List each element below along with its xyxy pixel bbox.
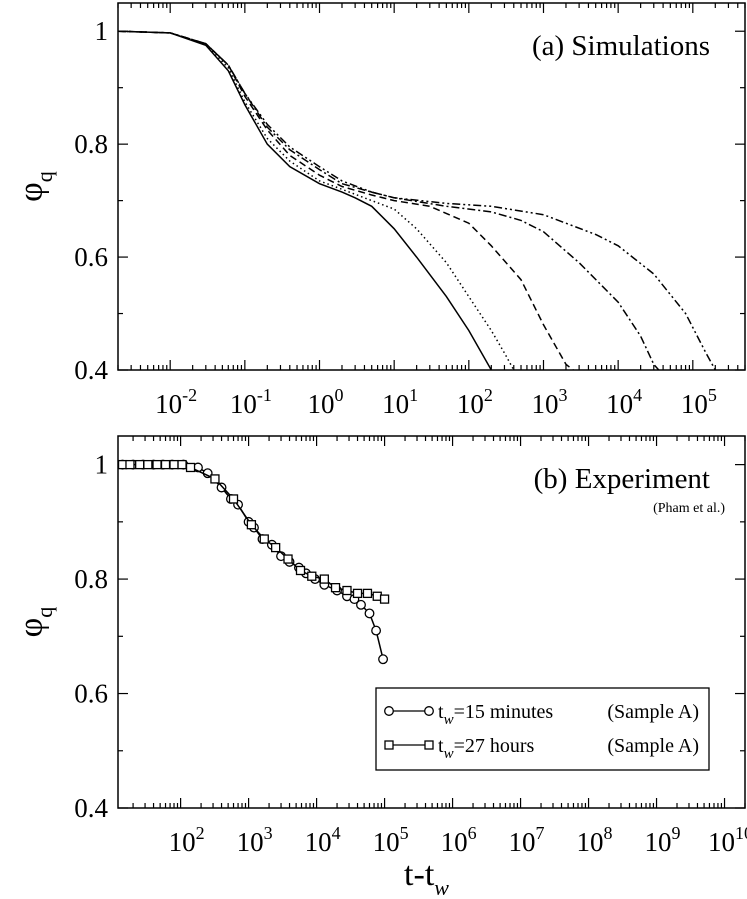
panel-annotation: (b) Experiment	[534, 463, 710, 495]
x-tick-label: 102	[169, 823, 205, 857]
data-point-square	[307, 571, 317, 581]
data-point-square	[259, 534, 269, 544]
y-tick-label: 1	[95, 450, 109, 480]
panel-annotation-source: (Pham et al.)	[653, 501, 725, 516]
x-tick-label: 105	[681, 385, 717, 419]
x-tick-label: 10-2	[155, 385, 197, 419]
data-point-square	[330, 583, 341, 593]
legend-marker-square	[424, 740, 434, 750]
x-tick-label: 108	[577, 823, 613, 857]
x-tick-label: 109	[645, 823, 681, 857]
data-point-square	[352, 588, 363, 599]
plot-area	[118, 459, 390, 665]
y-tick-label: 0.6	[74, 679, 108, 709]
data-point-square	[152, 459, 162, 470]
data-point-square	[271, 542, 281, 553]
legend-sample-label: (Sample A)	[607, 701, 699, 723]
legend-label: tw=15 minutes	[438, 701, 553, 728]
data-point-square	[125, 459, 135, 470]
data-point-square	[143, 459, 153, 470]
y-tick-label: 0.4	[74, 793, 108, 823]
data-point-circle	[378, 654, 389, 665]
data-point-square	[228, 494, 239, 504]
data-point-square	[342, 585, 352, 596]
x-tick-label: 102	[457, 385, 493, 419]
data-point-square	[362, 588, 373, 599]
legend-marker-square	[384, 740, 394, 750]
data-point-square	[295, 565, 306, 576]
series-line-1	[118, 30, 492, 370]
data-point-square	[379, 594, 390, 604]
x-tick-label: 105	[373, 823, 409, 857]
y-axis-title: φq	[13, 607, 57, 638]
data-point-square	[160, 459, 171, 470]
legend-marker-circle	[384, 706, 394, 716]
y-tick-label: 1	[95, 16, 109, 46]
x-tick-label: 104	[305, 823, 341, 857]
panel-annotation: (a) Simulations	[532, 30, 710, 62]
series-line-3	[118, 30, 574, 370]
data-point-square	[185, 462, 196, 473]
data-point-square	[283, 554, 293, 564]
panel-a-simulations: 0.4 0.6 0.8 1 10-2 10-1 100 101 102 103 104 105 φq (a…	[13, 2, 746, 419]
y-axis-title: φq	[13, 171, 57, 202]
data-point-square	[177, 459, 187, 470]
legend-box	[375, 687, 710, 771]
y-tick-label: 0.6	[74, 242, 108, 272]
data-point-square	[169, 459, 179, 470]
legend-sample-label: (Sample A)	[607, 735, 699, 757]
data-point-circle	[371, 625, 382, 636]
data-point-square	[246, 520, 257, 530]
series-line-5	[118, 30, 716, 370]
y-tick-label: 0.4	[74, 355, 108, 385]
plot-frame	[117, 2, 746, 371]
x-tick-label: 1010	[708, 823, 747, 857]
x-tick-label: 107	[509, 823, 545, 857]
x-tick-label: 10-1	[230, 385, 272, 419]
series-line-4	[118, 30, 660, 370]
panel-b-experiment: 0.4 0.6 0.8 1 102 103 104 105 106 107 108 109 1010 φq…	[13, 435, 747, 899]
series-line-1	[122, 463, 384, 660]
series-line-2	[118, 30, 515, 370]
x-tick-label: 101	[382, 385, 418, 419]
data-point-square	[319, 574, 329, 584]
legend: tw=15 minutes (Sample A) tw=27 hours (Sampl…	[375, 687, 710, 771]
data-point-square	[210, 474, 220, 484]
x-tick-label: 106	[441, 823, 477, 857]
x-axis-title: t-tw	[404, 856, 449, 899]
y-tick-label: 0.8	[74, 129, 108, 159]
x-tick-label: 100	[308, 385, 344, 419]
plot-frame	[117, 435, 746, 809]
x-tick-label: 103	[237, 823, 273, 857]
legend-marker-circle	[424, 706, 434, 716]
x-tick-label: 103	[531, 385, 567, 419]
data-point-circle	[216, 482, 227, 493]
data-point-circle	[356, 599, 366, 610]
plot-area	[118, 30, 716, 370]
legend-label: tw=27 hours	[438, 735, 535, 762]
x-tick-label: 104	[606, 385, 642, 419]
data-point-circle	[364, 608, 375, 619]
y-tick-label: 0.8	[74, 564, 108, 594]
data-point-square	[135, 459, 145, 470]
